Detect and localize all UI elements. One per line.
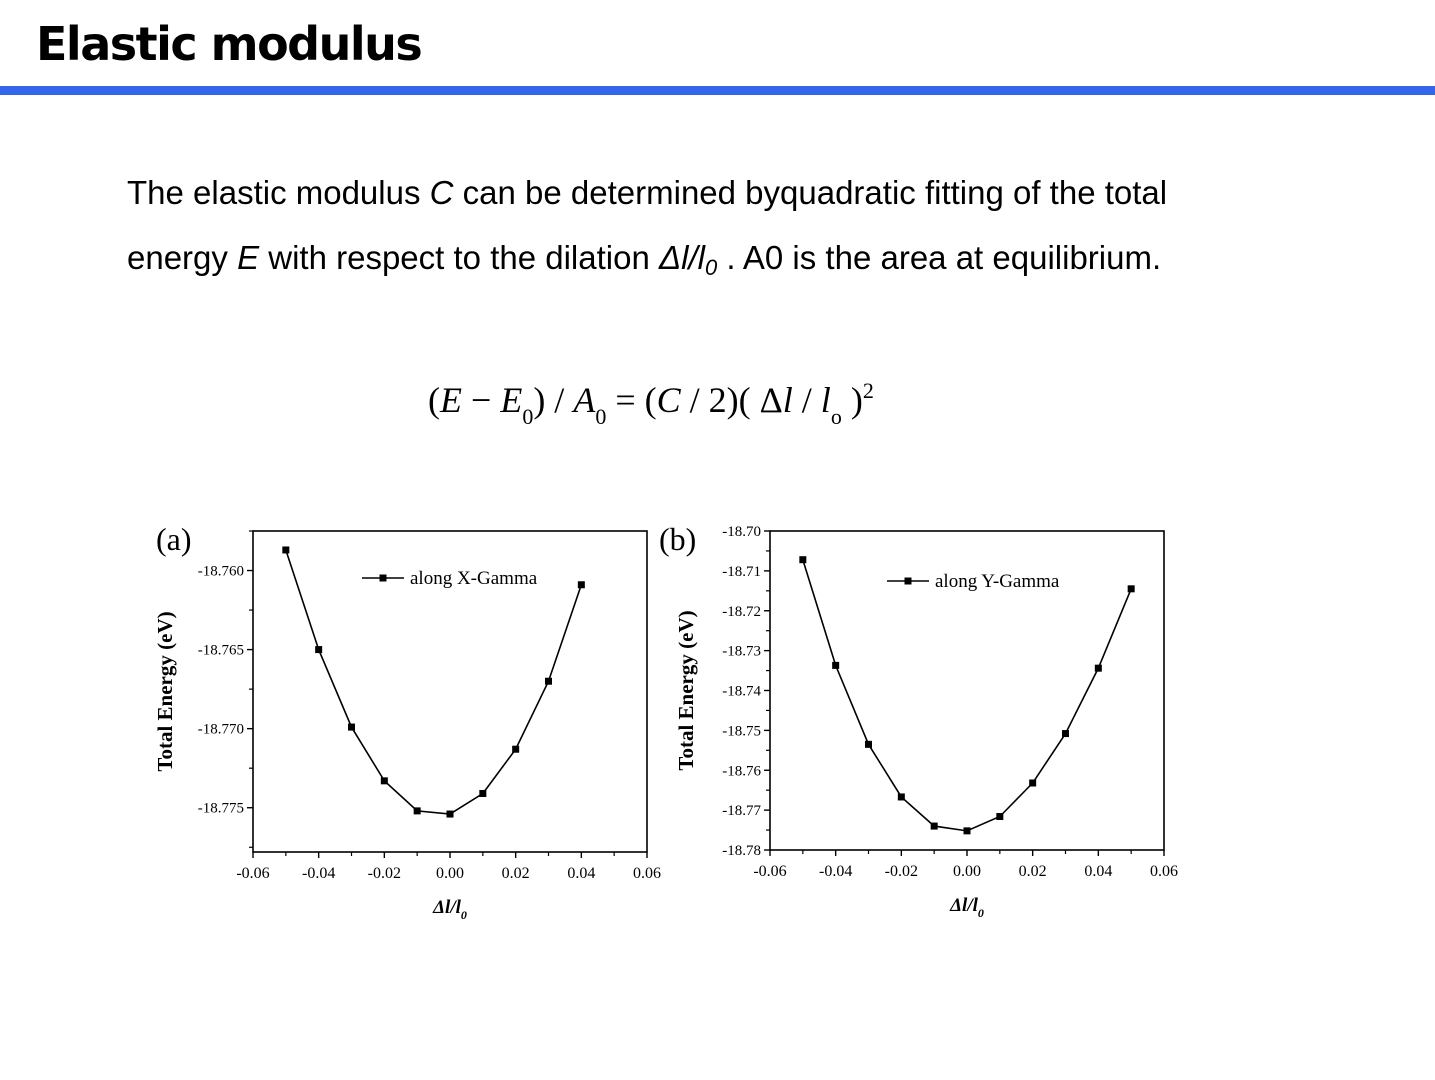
x-axis-label: Δl/l0 (949, 895, 984, 920)
eq-part: ( (428, 380, 440, 420)
eq-A: A (573, 380, 596, 420)
symbol-dilation: Δl/l (658, 239, 705, 276)
x-tick-label: 0.00 (436, 865, 464, 882)
panel-label: (a) (156, 521, 192, 557)
eq-E0-subscript: 0 (522, 404, 534, 429)
y-tick-label: -18.78 (722, 843, 761, 859)
y-tick-label: -18.70 (722, 524, 761, 540)
x-tick-label: 0.06 (1150, 863, 1178, 880)
data-point (1127, 585, 1135, 593)
eq-E: E (440, 380, 462, 420)
eq-lo-subscript: o (830, 404, 842, 429)
legend-marker (379, 574, 387, 582)
x-axis-label-subscript: 0 (461, 908, 467, 922)
y-tick-label: -18.765 (198, 643, 244, 659)
eq-part: ) (841, 380, 863, 420)
data-point (413, 807, 421, 815)
legend-label: along X-Gamma (410, 568, 538, 589)
eq-part: ) / (533, 380, 574, 420)
title-underline-bar (0, 86, 1435, 95)
y-tick-label: -18.74 (722, 684, 761, 700)
text-part: . A0 is the area at equilibrium. (717, 239, 1162, 276)
y-tick-label: -18.76 (722, 763, 761, 779)
elastic-modulus-equation: (E − E0) / A0 = (C / 2)( Δl / lo )2 (428, 378, 1028, 434)
y-tick-label: -18.73 (722, 644, 761, 660)
data-point (577, 581, 585, 589)
panel-label: (b) (659, 521, 696, 557)
eq-lo: l (820, 380, 831, 420)
x-tick-label: 0.02 (1019, 863, 1047, 880)
eq-l: l (782, 380, 793, 420)
eq-exponent: 2 (862, 378, 874, 403)
x-tick-label: -0.02 (368, 865, 401, 882)
chart-panel-b: -0.06 -0.04 -0.02 0.00 0.02 0.04 0.06 -18.70 -18… (655, 515, 1200, 925)
x-tick-label: 0.06 (633, 865, 661, 882)
eq-part: / (792, 380, 821, 420)
data-point (282, 546, 290, 554)
data-point (380, 777, 388, 785)
x-tick-label: 0.04 (1084, 863, 1112, 880)
eq-part: − (462, 380, 501, 420)
y-tick-label: -18.72 (722, 604, 761, 620)
data-point (315, 646, 323, 654)
data-point (799, 556, 807, 564)
y-tick-label: -18.775 (198, 801, 244, 817)
symbol-C: C (429, 174, 454, 211)
chart-panel-a: -0.06 -0.04 -0.02 0.00 0.02 0.04 0.06 -18.760 -1… (150, 515, 695, 925)
text-part: can be determined byquadratic fitting of… (127, 174, 1168, 276)
x-axis-label-subscript: 0 (978, 906, 984, 920)
x-axis-label: Δl/l0 (432, 897, 467, 922)
text-part: The elastic modulus (127, 174, 430, 211)
data-point (1029, 779, 1037, 787)
energy-chart-a: -0.06 -0.04 -0.02 0.00 0.02 0.04 0.06 -18.760 -1… (153, 521, 661, 922)
data-point (1062, 730, 1069, 738)
eq-E0: E (500, 380, 523, 420)
x-tick-label: -0.06 (236, 865, 269, 882)
data-point (963, 827, 971, 835)
data-point (512, 745, 520, 753)
data-point (832, 661, 840, 669)
text-part: with respect to the dilation (259, 239, 659, 276)
data-point (897, 793, 905, 801)
x-tick-label: 0.02 (502, 865, 530, 882)
data-point (348, 723, 355, 731)
y-axis-label: Total Energy (eV) (153, 611, 177, 771)
y-tick-label: -18.75 (722, 723, 761, 739)
energy-chart-b: -0.06 -0.04 -0.02 0.00 0.02 0.04 0.06 -18.70 -18… (659, 521, 1178, 920)
y-tick-label: -18.71 (722, 564, 761, 580)
dilation-subscript: 0 (704, 255, 718, 280)
data-point (545, 677, 552, 685)
eq-C: C (656, 380, 681, 420)
y-axis-label: Total Energy (eV) (674, 610, 698, 770)
x-tick-label: 0.00 (953, 863, 981, 880)
description-paragraph: The elastic modulus C can be determined … (127, 160, 1277, 290)
legend-marker (904, 577, 912, 585)
x-tick-label: 0.04 (567, 865, 595, 882)
symbol-E: E (237, 239, 260, 276)
data-point (865, 740, 872, 748)
y-tick-label: -18.760 (198, 564, 244, 580)
slide-title: Elastic modulus (36, 17, 423, 71)
series-line (285, 549, 583, 815)
x-tick-label: -0.04 (819, 863, 852, 880)
data-point (479, 789, 487, 797)
eq-A-subscript: 0 (595, 404, 607, 429)
series-line (802, 559, 1132, 832)
eq-part: / 2)( Δ (680, 380, 783, 420)
eq-part: = ( (606, 380, 657, 420)
data-point (1094, 664, 1102, 672)
x-tick-label: -0.04 (302, 865, 335, 882)
data-point (996, 813, 1004, 821)
y-tick-label: -18.770 (198, 722, 244, 738)
data-point (446, 810, 454, 818)
y-tick-label: -18.77 (722, 803, 761, 819)
x-tick-label: -0.02 (885, 863, 918, 880)
legend-label: along Y-Gamma (935, 571, 1060, 592)
data-point (930, 822, 938, 830)
x-tick-label: -0.06 (753, 863, 786, 880)
